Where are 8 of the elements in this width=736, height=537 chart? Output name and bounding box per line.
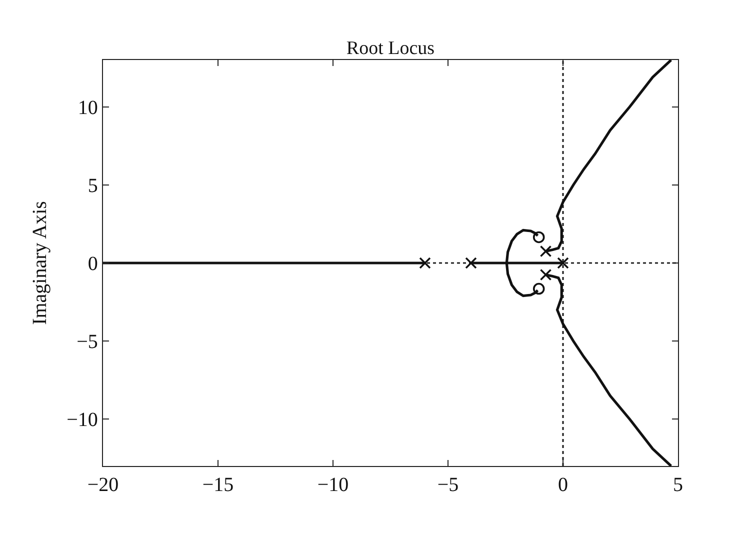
x-tick-label: −10 — [317, 474, 349, 496]
y-tick-label: −10 — [66, 409, 98, 432]
y-tick-label: −5 — [76, 331, 98, 354]
x-tick-label: 5 — [673, 474, 683, 496]
x-tick-label: −15 — [202, 474, 234, 496]
x-tick-label: −20 — [87, 474, 119, 496]
x-tick-label: 0 — [558, 474, 568, 496]
x-tick-label: −5 — [437, 474, 459, 496]
